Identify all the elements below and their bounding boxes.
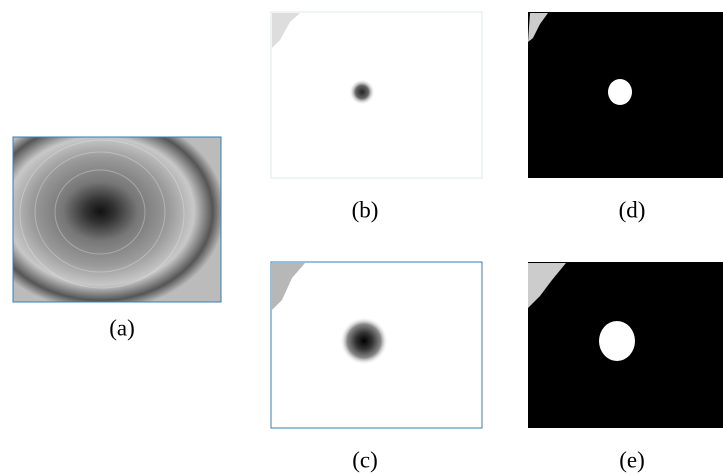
spot: [608, 79, 632, 105]
panel-e: (e): [528, 262, 723, 472]
panel-label: (d): [619, 197, 646, 222]
panel-label: (b): [352, 197, 379, 222]
panel-label: (e): [619, 447, 645, 472]
panel-c: (c): [271, 262, 482, 472]
panel-d: (d): [528, 12, 723, 222]
panel-label: (a): [109, 315, 135, 340]
panel-b: (b): [271, 12, 482, 222]
image: [271, 12, 482, 178]
spot: [599, 321, 635, 361]
spot: [340, 317, 388, 365]
panel-a: (a): [13, 137, 221, 340]
panel-label: (c): [352, 447, 378, 472]
figure: (a) (b) (d) (c) (e): [0, 0, 723, 475]
spot: [349, 79, 375, 105]
